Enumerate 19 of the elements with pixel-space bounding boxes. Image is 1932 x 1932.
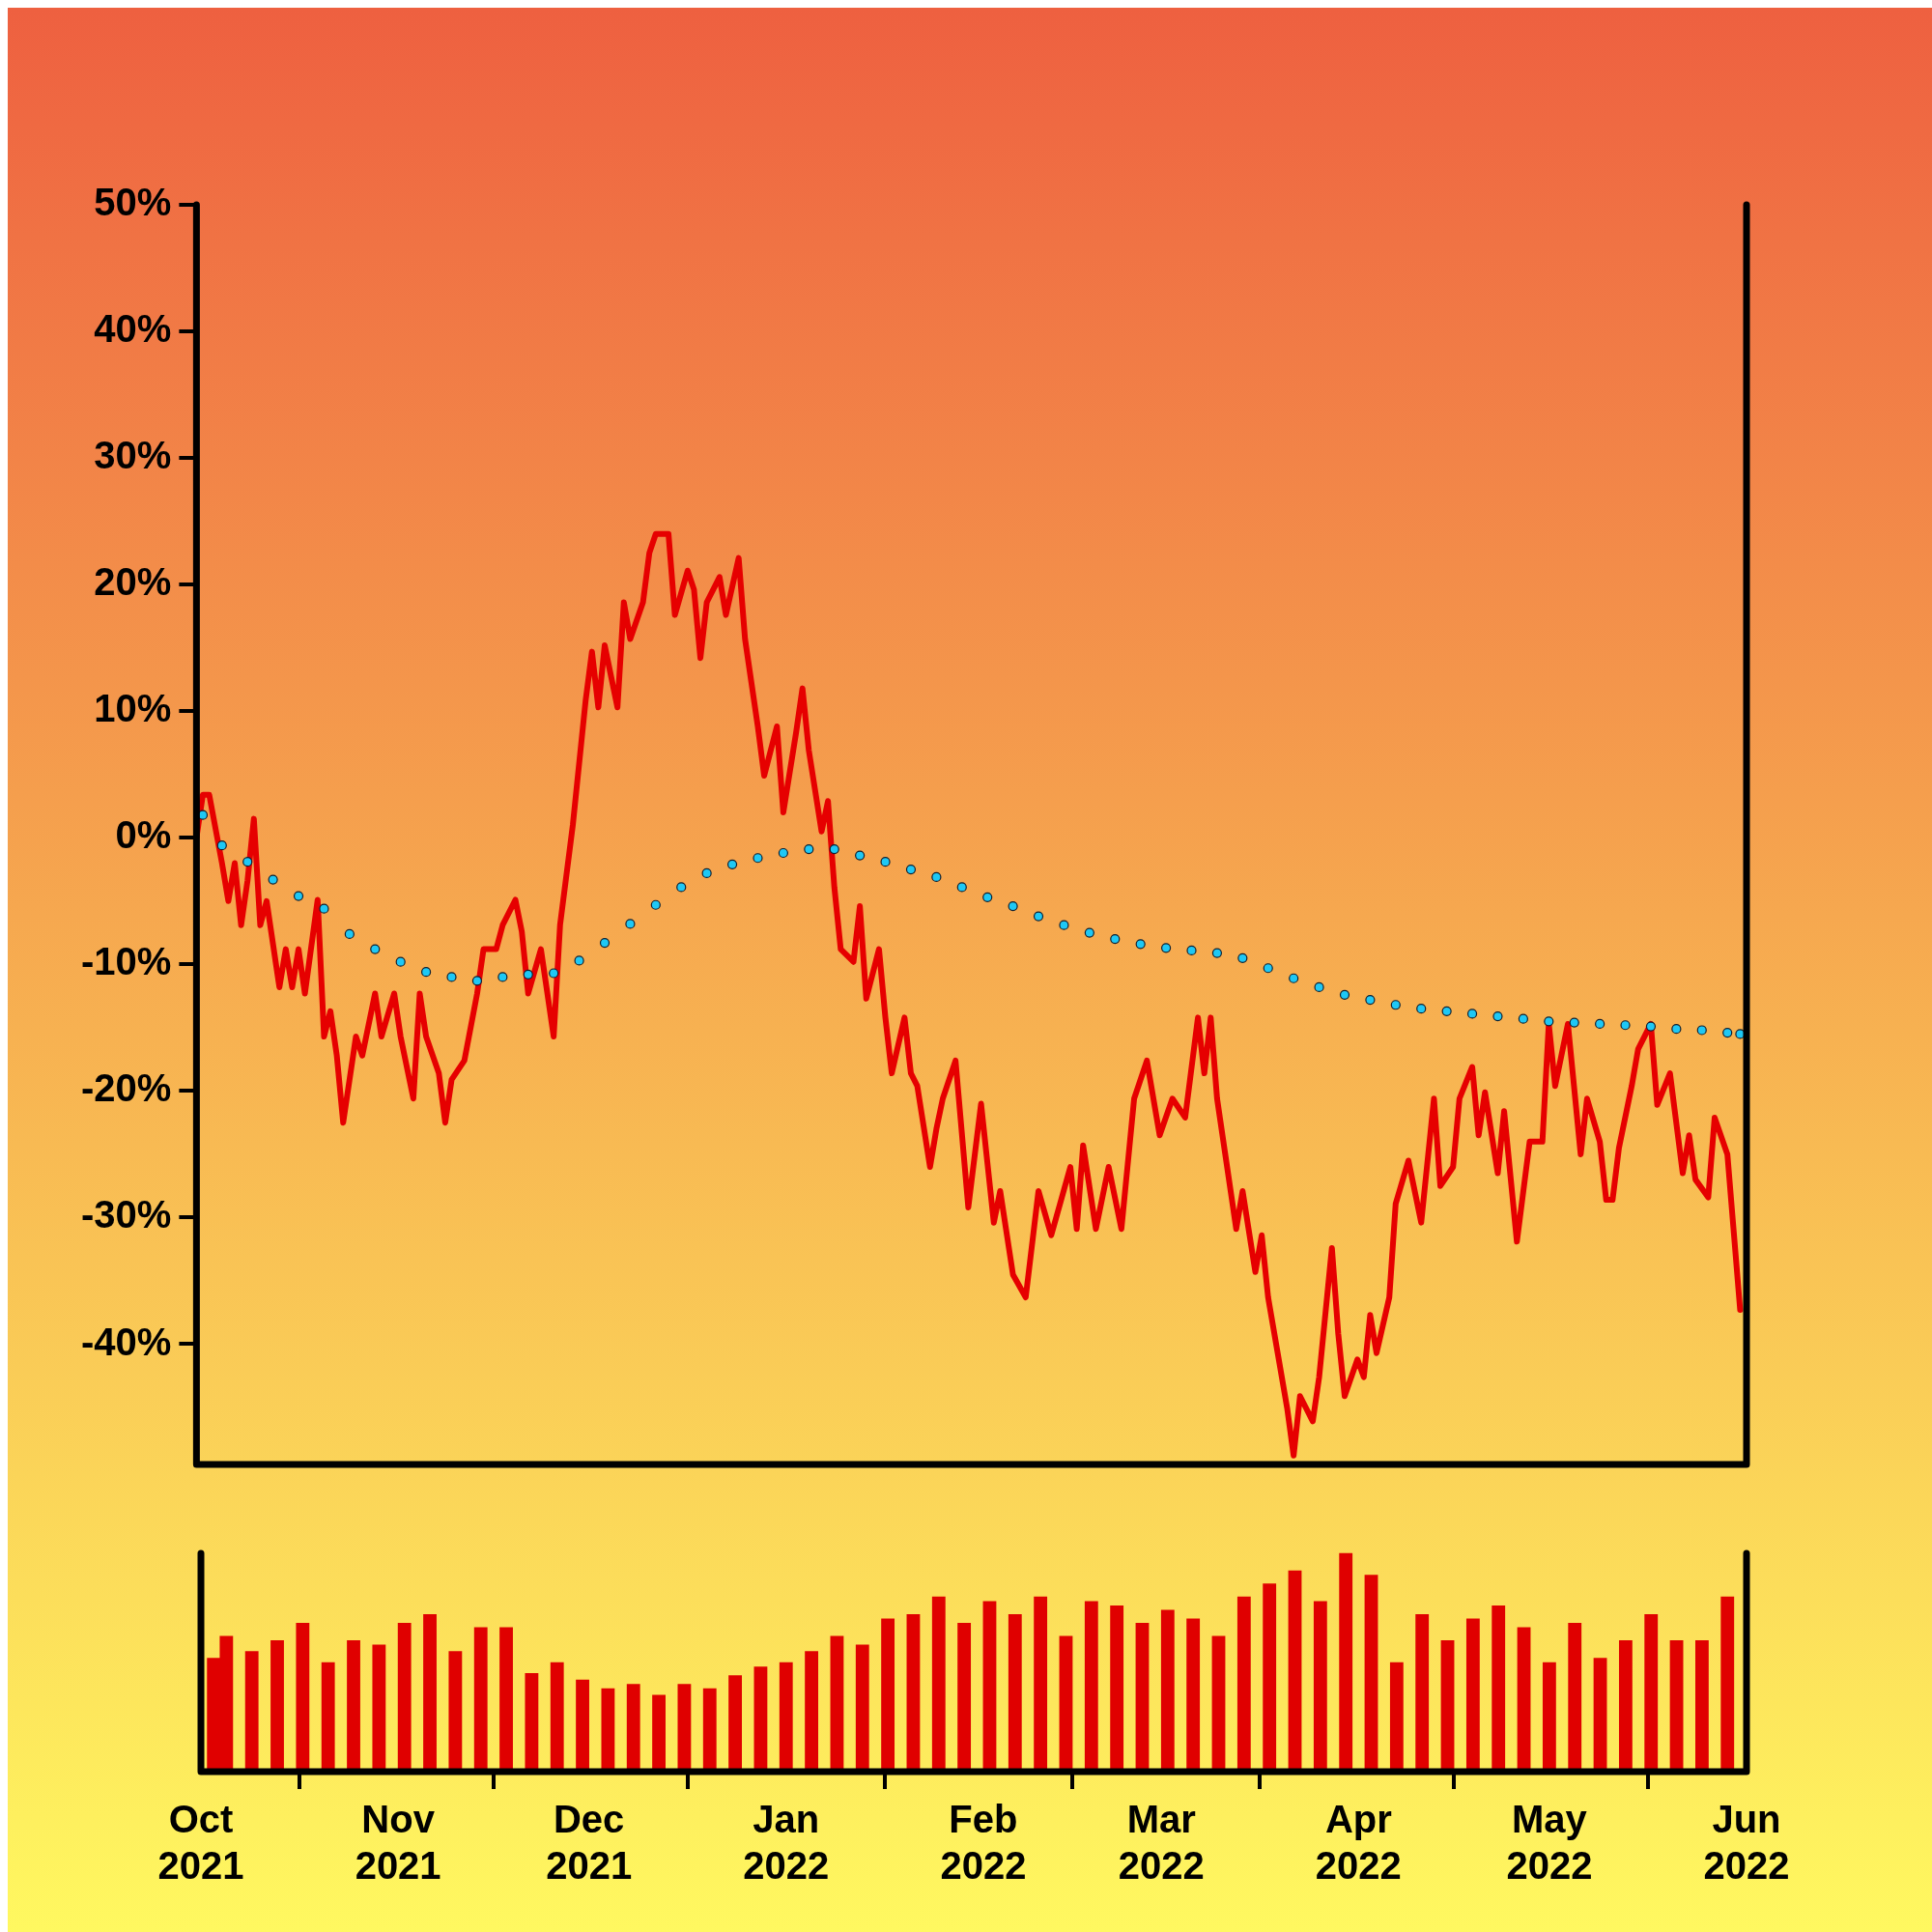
x-tick-label: Jan 2022 (743, 1798, 830, 1888)
x-tick-label: Apr 2022 (1315, 1798, 1402, 1888)
x-tick-label: Oct 2021 (157, 1798, 244, 1888)
x-tick-label: May 2022 (1506, 1798, 1593, 1888)
y-tick-label: 40% (94, 307, 172, 351)
y-tick-label: -20% (80, 1066, 172, 1110)
x-tick-label: Jun 2022 (1703, 1798, 1790, 1888)
x-tick-label: Feb 2022 (940, 1798, 1027, 1888)
y-tick-label: 30% (94, 434, 172, 477)
y-tick-label: 50% (94, 181, 172, 224)
y-tick-label: 20% (94, 560, 172, 604)
y-tick-label: -10% (80, 940, 172, 983)
y-tick-label: -30% (80, 1193, 172, 1236)
x-tick-label: Nov 2021 (355, 1798, 441, 1888)
x-tick-label: Dec 2021 (546, 1798, 633, 1888)
y-tick-label: 10% (94, 687, 172, 730)
x-tick-label: Mar 2022 (1118, 1798, 1205, 1888)
y-tick-label: -40% (80, 1320, 172, 1363)
y-tick-label: 0% (115, 813, 172, 857)
